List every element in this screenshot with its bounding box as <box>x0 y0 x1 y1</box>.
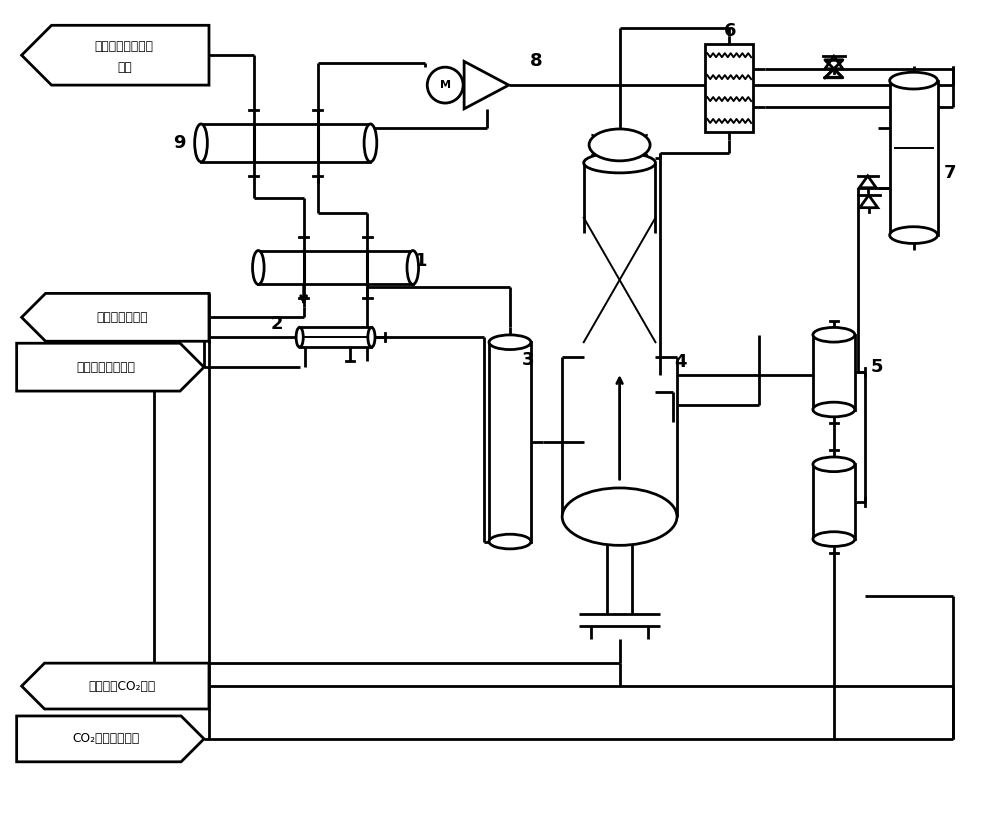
Ellipse shape <box>813 457 855 472</box>
Text: 9: 9 <box>173 134 186 152</box>
Circle shape <box>427 67 463 103</box>
Bar <box>201 124 370 162</box>
Ellipse shape <box>890 72 938 89</box>
Text: 8: 8 <box>530 52 543 70</box>
Bar <box>890 81 938 235</box>
Ellipse shape <box>813 532 855 547</box>
Polygon shape <box>17 716 204 762</box>
Text: 5: 5 <box>871 358 883 376</box>
Text: 液氨来自制冷机组: 液氨来自制冷机组 <box>76 361 135 374</box>
Ellipse shape <box>489 534 531 549</box>
Text: 7: 7 <box>943 164 956 182</box>
Polygon shape <box>22 25 209 85</box>
Text: 4: 4 <box>674 353 687 372</box>
Ellipse shape <box>489 335 531 349</box>
Polygon shape <box>17 344 204 391</box>
Text: 塔底液态CO₂外输: 塔底液态CO₂外输 <box>89 680 156 693</box>
Ellipse shape <box>562 488 677 545</box>
Bar <box>705 44 753 132</box>
Ellipse shape <box>407 251 419 284</box>
Bar <box>813 464 855 539</box>
Text: 不凝气进入燃料气: 不凝气进入燃料气 <box>95 40 154 53</box>
Polygon shape <box>22 663 209 709</box>
Bar <box>813 335 855 409</box>
Polygon shape <box>860 195 878 208</box>
Text: 气氨去制冷机组: 气氨去制冷机组 <box>97 311 148 324</box>
Ellipse shape <box>813 402 855 417</box>
Polygon shape <box>859 176 876 187</box>
Text: 1: 1 <box>415 252 428 270</box>
Ellipse shape <box>368 327 375 347</box>
Text: CO₂来自长输管线: CO₂来自长输管线 <box>72 732 139 746</box>
Bar <box>258 251 413 284</box>
Polygon shape <box>22 293 209 341</box>
Text: 系统: 系统 <box>117 61 132 74</box>
Bar <box>300 327 371 347</box>
Text: M: M <box>440 80 451 90</box>
Ellipse shape <box>589 129 650 161</box>
Ellipse shape <box>364 124 377 162</box>
Bar <box>489 342 531 542</box>
Ellipse shape <box>195 124 207 162</box>
Text: 3: 3 <box>522 351 534 369</box>
Polygon shape <box>825 56 843 69</box>
Ellipse shape <box>296 327 303 347</box>
Text: 2: 2 <box>271 316 283 333</box>
Text: 6: 6 <box>724 22 737 40</box>
Ellipse shape <box>890 227 938 243</box>
Ellipse shape <box>813 327 855 342</box>
Polygon shape <box>464 62 509 109</box>
Ellipse shape <box>584 153 655 173</box>
Ellipse shape <box>253 251 264 284</box>
